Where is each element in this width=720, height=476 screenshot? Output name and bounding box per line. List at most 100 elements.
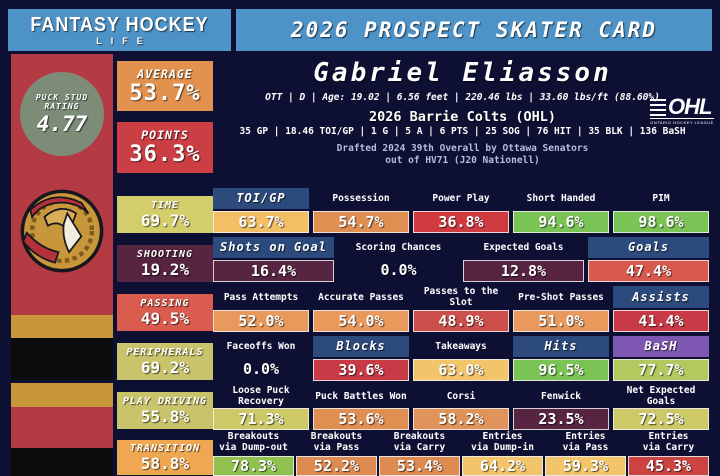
stat-value: 52.0% [213, 310, 309, 332]
stat-cell-expected-goals: Expected Goals 12.8% [463, 237, 584, 282]
rating-label-line1: PUCK STUD [35, 92, 89, 102]
stat-cell-possession: Possession 54.7% [313, 188, 409, 233]
stat-value: 64.2% [462, 456, 543, 476]
stat-label: Takeaways [435, 341, 487, 352]
category-label: PLAY DRIVING [122, 395, 208, 407]
stat-cell-toi-gp: TOI/GP 63.7% [213, 188, 309, 233]
stat-cell-pre-shot-passes: Pre-Shot Passes 51.0% [513, 286, 609, 332]
stat-value: 51.0% [513, 310, 609, 332]
stat-label: Blocks [313, 336, 409, 357]
stat-label: Shots on Goal [213, 237, 334, 258]
category-label: TIME [150, 199, 180, 211]
stat-label: Power Play [432, 193, 490, 204]
category-value: 36.3% [129, 142, 201, 167]
stat-label: Breakouts via Pass [310, 430, 363, 453]
stat-value: 23.5% [513, 408, 609, 430]
stat-value: 59.3% [545, 456, 626, 476]
ohl-logo-subtext: ONTARIO HOCKEY LEAGUE [650, 118, 714, 125]
stat-cell-pass-attempts: Pass Attempts 52.0% [213, 286, 309, 332]
jersey-stripe-black [11, 448, 113, 476]
stat-label: Assists [613, 286, 709, 308]
stat-value: 12.8% [463, 260, 584, 282]
stat-value: 58.2% [413, 408, 509, 430]
stat-value: 54.7% [313, 211, 409, 233]
jersey-stripe-red [11, 407, 113, 448]
stat-value: 0.0% [242, 360, 280, 378]
category-value: 53.7% [129, 80, 201, 106]
jersey-stripe-black [11, 338, 113, 380]
stat-value: 63.7% [213, 211, 309, 233]
stat-category-shooting: SHOOTING 19.2% [117, 245, 213, 282]
stat-label: Short Handed [526, 193, 596, 204]
category-value: 69.7% [140, 210, 190, 230]
category-label: SHOOTING [136, 248, 194, 260]
stat-value: 96.5% [513, 359, 609, 381]
brand-logo: FANTASY HOCKEY LIFE [8, 9, 231, 51]
stat-value: 47.4% [588, 260, 709, 282]
stat-category-play-driving: PLAY DRIVING 55.8% [117, 392, 213, 429]
stat-label: Fenwick [540, 390, 582, 402]
stat-cell-entries-pass: Entries via Pass 59.3% [545, 429, 626, 476]
stat-label: Faceoffs Won [226, 341, 296, 352]
stat-cell-shots-on-goal: Shots on Goal 16.4% [213, 237, 334, 282]
ohl-speed-lines-icon [650, 98, 666, 116]
stat-cell-short-handed: Short Handed 94.6% [513, 188, 609, 233]
stat-label: PIM [652, 193, 670, 204]
category-value: 69.2% [140, 357, 190, 377]
category-value: 49.5% [140, 308, 190, 328]
jersey-stripe-gold [11, 315, 113, 338]
stat-value: 63.0% [413, 359, 509, 381]
stat-category-average: AVERAGE 53.7% [117, 61, 213, 111]
category-label: PASSING [140, 297, 190, 309]
stat-cell-loose-puck-recovery: Loose Puck Recovery 71.3% [213, 385, 309, 430]
card-title: 2026 PROSPECT SKATER CARD [236, 9, 712, 51]
stat-label: Possession [332, 193, 390, 204]
stat-category-points: POINTS 36.3% [117, 122, 213, 173]
stat-cell-power-play: Power Play 36.8% [413, 188, 509, 233]
stat-value: 78.3% [213, 456, 294, 476]
stat-value: 77.7% [613, 359, 709, 381]
stat-cell-blocks: Blocks 39.6% [313, 336, 409, 381]
rating-value: 4.77 [36, 111, 88, 136]
stat-cell-breakouts-dump-out: Breakouts via Dump-out 78.3% [213, 429, 294, 476]
jersey-stripe-gap [11, 380, 113, 383]
stat-label: BaSH [613, 336, 709, 357]
stat-cell-hits: Hits 96.5% [513, 336, 609, 381]
player-season-stats: 35 GP | 18.46 TOI/GP | 1 G | 5 A | 6 PTS… [239, 126, 686, 137]
stat-label: Entries via Dump-in [471, 430, 534, 453]
player-bio: OTT | D | Age: 19.02 | 6.56 feet | 220.4… [265, 92, 660, 103]
player-draft-line1: Drafted 2024 39th Overall by Ottawa Sena… [336, 143, 589, 154]
stat-cell-corsi: Corsi 58.2% [413, 386, 509, 430]
stat-value: 52.2% [296, 456, 377, 476]
stat-label: Expected Goals [483, 242, 564, 253]
stat-cell-scoring-chances: Scoring Chances 0.0% [338, 237, 459, 280]
stat-label: Hits [513, 336, 609, 357]
category-label: TRANSITION [129, 442, 201, 454]
stat-label: Pass Attempts [223, 291, 299, 303]
stat-value: 45.3% [628, 456, 709, 476]
category-label: POINTS [141, 128, 189, 142]
stat-value: 94.6% [513, 211, 609, 233]
category-value: 19.2% [140, 259, 190, 279]
stat-cell-net-expected-goals: Net Expected Goals 72.5% [613, 385, 709, 430]
player-draft-line2: out of HV71 (J20 Nationell) [385, 155, 540, 166]
brand-line2: LIFE [96, 36, 152, 46]
stat-category-time: TIME 69.7% [117, 196, 213, 233]
stat-value: 41.4% [613, 310, 709, 332]
stat-label: Net Expected Goals [626, 385, 696, 407]
jersey-stripe-gold [11, 383, 113, 407]
stat-cell-breakouts-pass: Breakouts via Pass 52.2% [296, 429, 377, 476]
ottawa-senators-logo-icon [20, 189, 104, 273]
category-label: PERIPHERALS [126, 346, 204, 358]
stat-value: 0.0% [380, 261, 417, 279]
stat-value: 53.6% [313, 408, 409, 430]
stat-cell-faceoffs-won: Faceoffs Won 0.0% [213, 336, 309, 379]
stat-cell-breakouts-carry: Breakouts via Carry 53.4% [379, 429, 460, 476]
stat-value: 98.6% [613, 211, 709, 233]
stat-cell-passes-to-the-slot: Passes to the Slot 48.9% [413, 286, 509, 332]
stat-label: Entries via Carry [642, 430, 695, 453]
stat-value: 39.6% [313, 359, 409, 381]
stat-value: 53.4% [379, 456, 460, 476]
puck-stud-rating: PUCK STUD RATING 4.77 [20, 72, 104, 156]
stat-label: TOI/GP [213, 188, 309, 209]
